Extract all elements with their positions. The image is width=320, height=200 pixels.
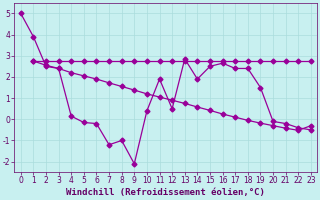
X-axis label: Windchill (Refroidissement éolien,°C): Windchill (Refroidissement éolien,°C) (66, 188, 265, 197)
